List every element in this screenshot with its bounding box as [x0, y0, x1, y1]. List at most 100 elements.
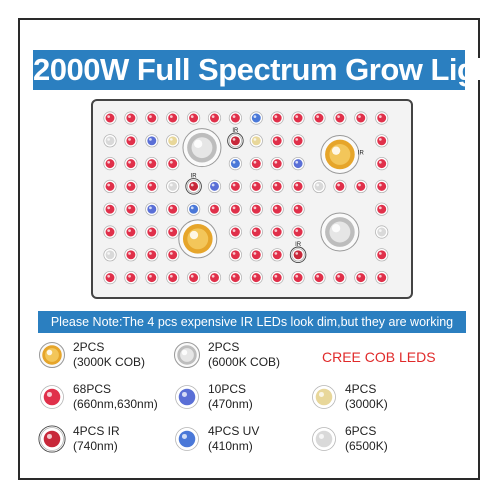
led: [103, 179, 117, 194]
led: [375, 156, 389, 171]
cree-cob-label: CREE COB LEDS: [322, 349, 436, 365]
led: [270, 179, 284, 194]
led: [249, 271, 263, 285]
led: [291, 156, 305, 171]
led: [312, 271, 326, 285]
warm-led-icon: [312, 385, 336, 409]
uv-led-icon: [175, 427, 199, 451]
legend-desc: (410nm): [208, 439, 253, 453]
led: [145, 271, 159, 285]
led: [124, 179, 138, 194]
cob-cool-icon: [174, 342, 200, 368]
note-banner: Please Note:The 4 pcs expensive IR LEDs …: [38, 311, 466, 333]
legend-white: 6PCS (6500K): [310, 424, 388, 454]
led: [333, 179, 347, 194]
led: [166, 111, 180, 125]
legend-warm: 4PCS (3000K): [310, 382, 388, 412]
led: [227, 132, 244, 150]
cob-warm-led: [320, 134, 360, 174]
product-frame: 2000W Full Spectrum Grow Light IR IR IR IR …: [18, 18, 500, 480]
led: [249, 134, 263, 148]
led: [145, 111, 159, 125]
legend-desc: (6000K COB): [208, 355, 281, 369]
ir-label: IR: [295, 242, 302, 248]
cob-cool-led: [182, 128, 222, 168]
red-led-icon: [40, 385, 64, 409]
led: [289, 246, 307, 264]
led: [187, 111, 201, 125]
legend-desc: (3000K COB): [73, 355, 146, 369]
led: [228, 225, 242, 239]
led: [375, 111, 389, 125]
led: [228, 202, 242, 216]
white-led-icon: [312, 427, 336, 451]
led: [207, 179, 222, 194]
led: [124, 202, 138, 216]
led: [124, 271, 138, 285]
led: [228, 271, 242, 285]
led: [270, 111, 284, 125]
led: [103, 271, 117, 285]
ir-label: IR: [232, 128, 239, 134]
ir-led-icon: [38, 425, 66, 453]
led: [228, 156, 242, 171]
led: [354, 179, 368, 194]
led: [145, 179, 159, 194]
cob-warm-icon: [39, 342, 65, 368]
led: [270, 248, 284, 262]
led: [124, 134, 138, 148]
legend-count: 4PCS: [345, 382, 377, 396]
led: [207, 111, 222, 125]
led-panel-graphic: IR IR IR IR: [103, 111, 389, 285]
led: [312, 179, 326, 194]
legend-count: 2PCS: [73, 340, 105, 354]
led: [375, 271, 389, 285]
led: [270, 225, 284, 239]
led: [249, 111, 263, 125]
led: [166, 202, 180, 216]
led: [312, 111, 326, 125]
led: [103, 134, 117, 148]
led: [270, 134, 284, 148]
led: [185, 178, 202, 195]
legend-count: 4PCS IR: [73, 424, 120, 438]
legend-count: 68PCS: [73, 382, 112, 396]
led: [375, 225, 389, 239]
led: [249, 156, 263, 171]
led: [103, 156, 117, 171]
led: [103, 202, 117, 216]
led: [124, 156, 138, 171]
led: [291, 179, 305, 194]
led: [291, 225, 305, 239]
led: [187, 202, 201, 216]
led: [228, 111, 242, 125]
led: [166, 179, 180, 194]
led: [166, 248, 180, 262]
legend-desc: (740nm): [73, 439, 118, 453]
legend-desc: (470nm): [208, 397, 253, 411]
cob-warm-led: [178, 219, 218, 259]
led: [291, 111, 305, 125]
led: [124, 225, 138, 239]
led: [207, 271, 222, 285]
led: [166, 156, 180, 171]
legend-count: 10PCS: [208, 382, 247, 396]
led: [145, 248, 159, 262]
led: [124, 111, 138, 125]
led: [124, 248, 138, 262]
legend-cob-3000k: 2PCS (3000K COB): [38, 340, 145, 370]
cob-cool-led: [320, 212, 360, 252]
led: [291, 202, 305, 216]
led: [375, 248, 389, 262]
led: [333, 111, 347, 125]
led: [228, 179, 242, 194]
led: [249, 248, 263, 262]
led: [166, 225, 180, 239]
legend-ir: 4PCS IR (740nm): [38, 424, 120, 454]
led: [166, 134, 180, 148]
led: [354, 111, 368, 125]
led: [207, 202, 222, 216]
led: [291, 134, 305, 148]
led: [249, 179, 263, 194]
led: [145, 134, 159, 148]
